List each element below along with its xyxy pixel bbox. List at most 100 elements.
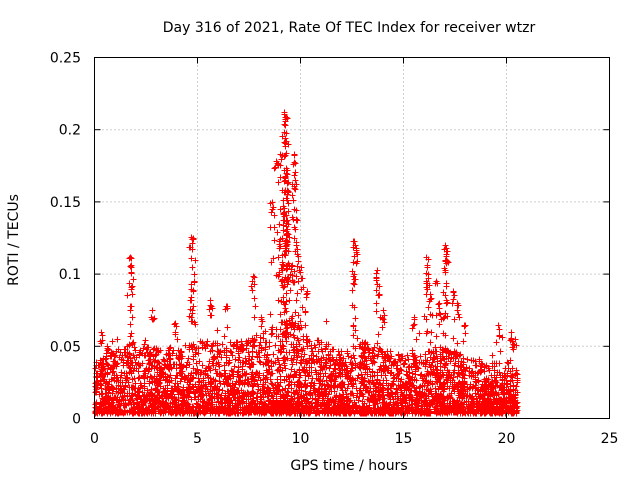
data-point [126, 407, 133, 414]
data-point [280, 294, 287, 301]
data-point [501, 391, 508, 398]
data-point [278, 319, 285, 326]
data-point [285, 179, 292, 186]
data-point [298, 407, 305, 414]
data-point [185, 394, 192, 401]
data-point [455, 363, 462, 370]
data-point [192, 349, 199, 356]
data-point [406, 375, 413, 382]
data-point [348, 367, 355, 374]
data-point [483, 363, 490, 370]
data-point [445, 369, 452, 376]
data-point [173, 386, 180, 393]
data-point [291, 152, 298, 159]
chart-title: Day 316 of 2021, Rate Of TEC Index for r… [163, 20, 536, 36]
data-point [317, 367, 324, 374]
data-point [160, 401, 167, 408]
data-point [239, 404, 246, 411]
data-point [129, 384, 136, 391]
data-point [299, 304, 306, 311]
data-point [288, 366, 295, 373]
data-point [427, 296, 434, 303]
data-point [363, 384, 370, 391]
data-point [435, 386, 442, 393]
data-point [269, 324, 276, 331]
data-point [416, 384, 423, 391]
data-point [380, 316, 387, 323]
data-point [276, 221, 283, 228]
y-tick-label: 0.15 [50, 195, 81, 211]
data-point [391, 358, 398, 365]
data-point [250, 397, 257, 404]
data-point [110, 386, 117, 393]
data-point [283, 318, 290, 325]
data-point [231, 363, 238, 370]
data-point [302, 388, 309, 395]
data-point [348, 354, 355, 361]
y-tick-labels: 00.050.10.150.20.25 [50, 51, 81, 428]
data-point [432, 280, 439, 287]
data-point [297, 318, 304, 325]
data-point [337, 367, 344, 374]
data-point [283, 138, 290, 145]
data-point [124, 353, 131, 360]
data-point [221, 367, 228, 374]
data-point [307, 390, 314, 397]
data-point [295, 391, 302, 398]
data-point [215, 359, 222, 366]
data-point [223, 352, 230, 359]
data-point [177, 370, 184, 377]
data-point [326, 388, 333, 395]
data-point [114, 336, 121, 343]
data-point [282, 334, 289, 341]
data-point [100, 400, 107, 407]
data-point [454, 340, 461, 347]
data-point [189, 307, 196, 314]
data-point [292, 309, 299, 316]
data-point [113, 361, 120, 368]
data-point [404, 352, 411, 359]
data-point [147, 349, 154, 356]
data-point [271, 224, 278, 231]
data-point [284, 324, 291, 331]
data-point [150, 316, 157, 323]
data-point [133, 403, 140, 410]
data-point [262, 360, 269, 367]
data-point [289, 192, 296, 199]
data-point [283, 325, 290, 332]
data-point [293, 343, 300, 350]
data-point [376, 388, 383, 395]
data-point [166, 374, 173, 381]
data-point [300, 345, 307, 352]
data-point [386, 401, 393, 408]
data-point [398, 387, 405, 394]
data-point [327, 348, 334, 355]
data-point [251, 343, 258, 350]
data-point [258, 323, 265, 330]
data-point [255, 349, 262, 356]
data-point [295, 337, 302, 344]
data-point [458, 393, 465, 400]
data-point [375, 351, 382, 358]
data-point [258, 394, 265, 401]
data-point [212, 366, 219, 373]
data-point [200, 392, 207, 399]
data-point [232, 356, 239, 363]
data-point [157, 400, 164, 407]
data-point [433, 353, 440, 360]
data-point [373, 308, 380, 315]
data-point [399, 398, 406, 405]
data-point [470, 406, 477, 413]
data-point [277, 373, 284, 380]
data-point [508, 329, 515, 336]
data-point [313, 400, 320, 407]
data-point [384, 367, 391, 374]
data-point [292, 177, 299, 184]
data-point [145, 357, 152, 364]
data-point [293, 297, 300, 304]
data-point [399, 353, 406, 360]
data-point [280, 203, 287, 210]
data-point [285, 200, 292, 207]
data-point [109, 350, 116, 357]
data-point [193, 403, 200, 410]
